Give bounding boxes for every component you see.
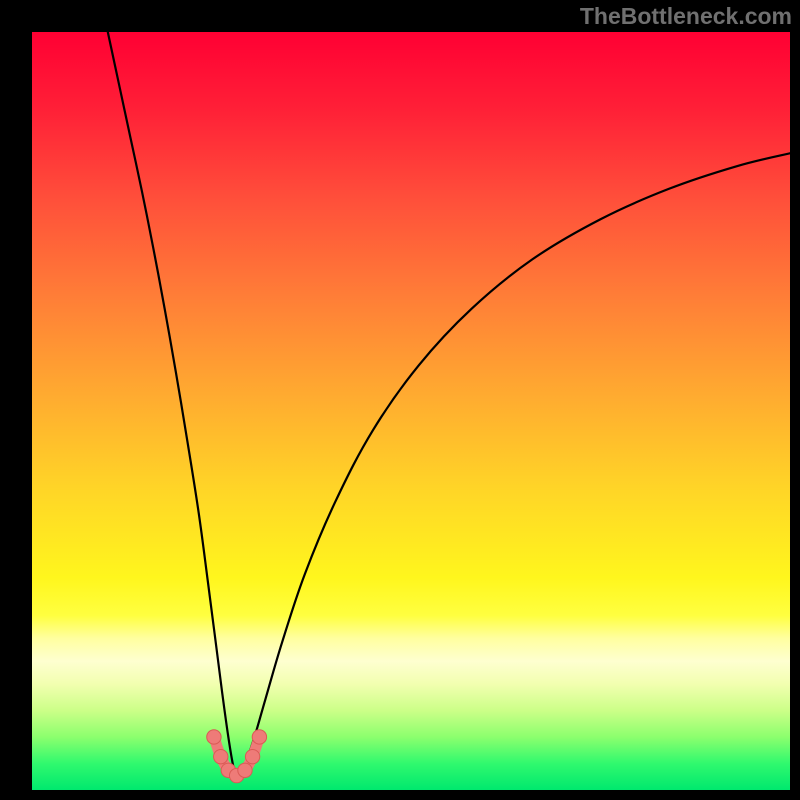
gradient-background [32,32,790,790]
marker-point [207,730,221,744]
marker-point [238,763,252,777]
chart-svg [32,32,790,790]
marker-point [252,730,266,744]
watermark-text: TheBottleneck.com [580,3,792,30]
marker-point [245,749,259,763]
chart-plot-area [32,32,790,790]
marker-point [214,749,228,763]
